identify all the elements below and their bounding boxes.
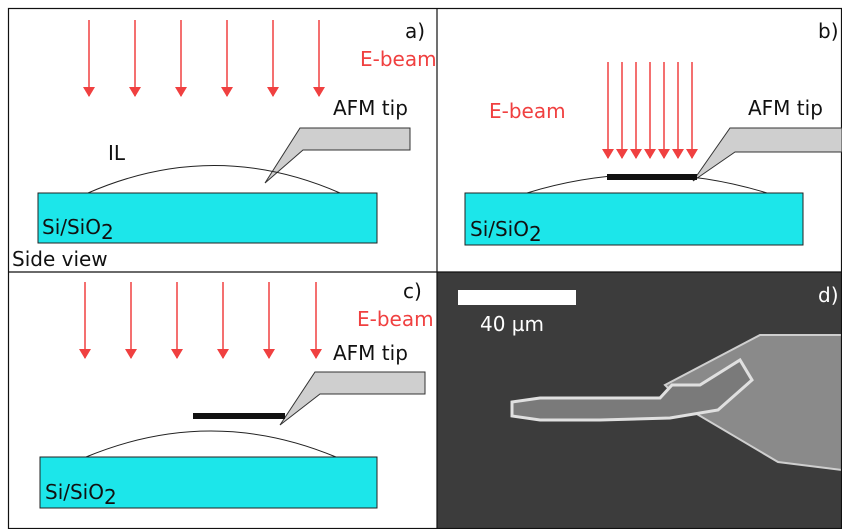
panel-label: a): [405, 19, 425, 43]
beam-label: E-beam: [357, 307, 434, 331]
beam-label: E-beam: [489, 99, 566, 123]
view-label: Side view: [12, 247, 108, 271]
deposit: [607, 174, 697, 180]
layer-label: IL: [108, 141, 126, 165]
tip-label: AFM tip: [333, 341, 408, 365]
panel-label: b): [818, 19, 839, 43]
deposit: [193, 413, 285, 419]
figure: a) E-beam AFM tip IL Si/SiO2 Side view b…: [0, 0, 842, 529]
sem-image: [437, 272, 842, 529]
panel-label: d): [818, 283, 839, 307]
tip-label: AFM tip: [333, 96, 408, 120]
panel-label: c): [403, 279, 422, 303]
scale-label: 40 µm: [480, 312, 544, 336]
beam-label: E-beam: [360, 47, 437, 71]
tip-label: AFM tip: [748, 96, 823, 120]
scale-bar: [458, 290, 576, 305]
